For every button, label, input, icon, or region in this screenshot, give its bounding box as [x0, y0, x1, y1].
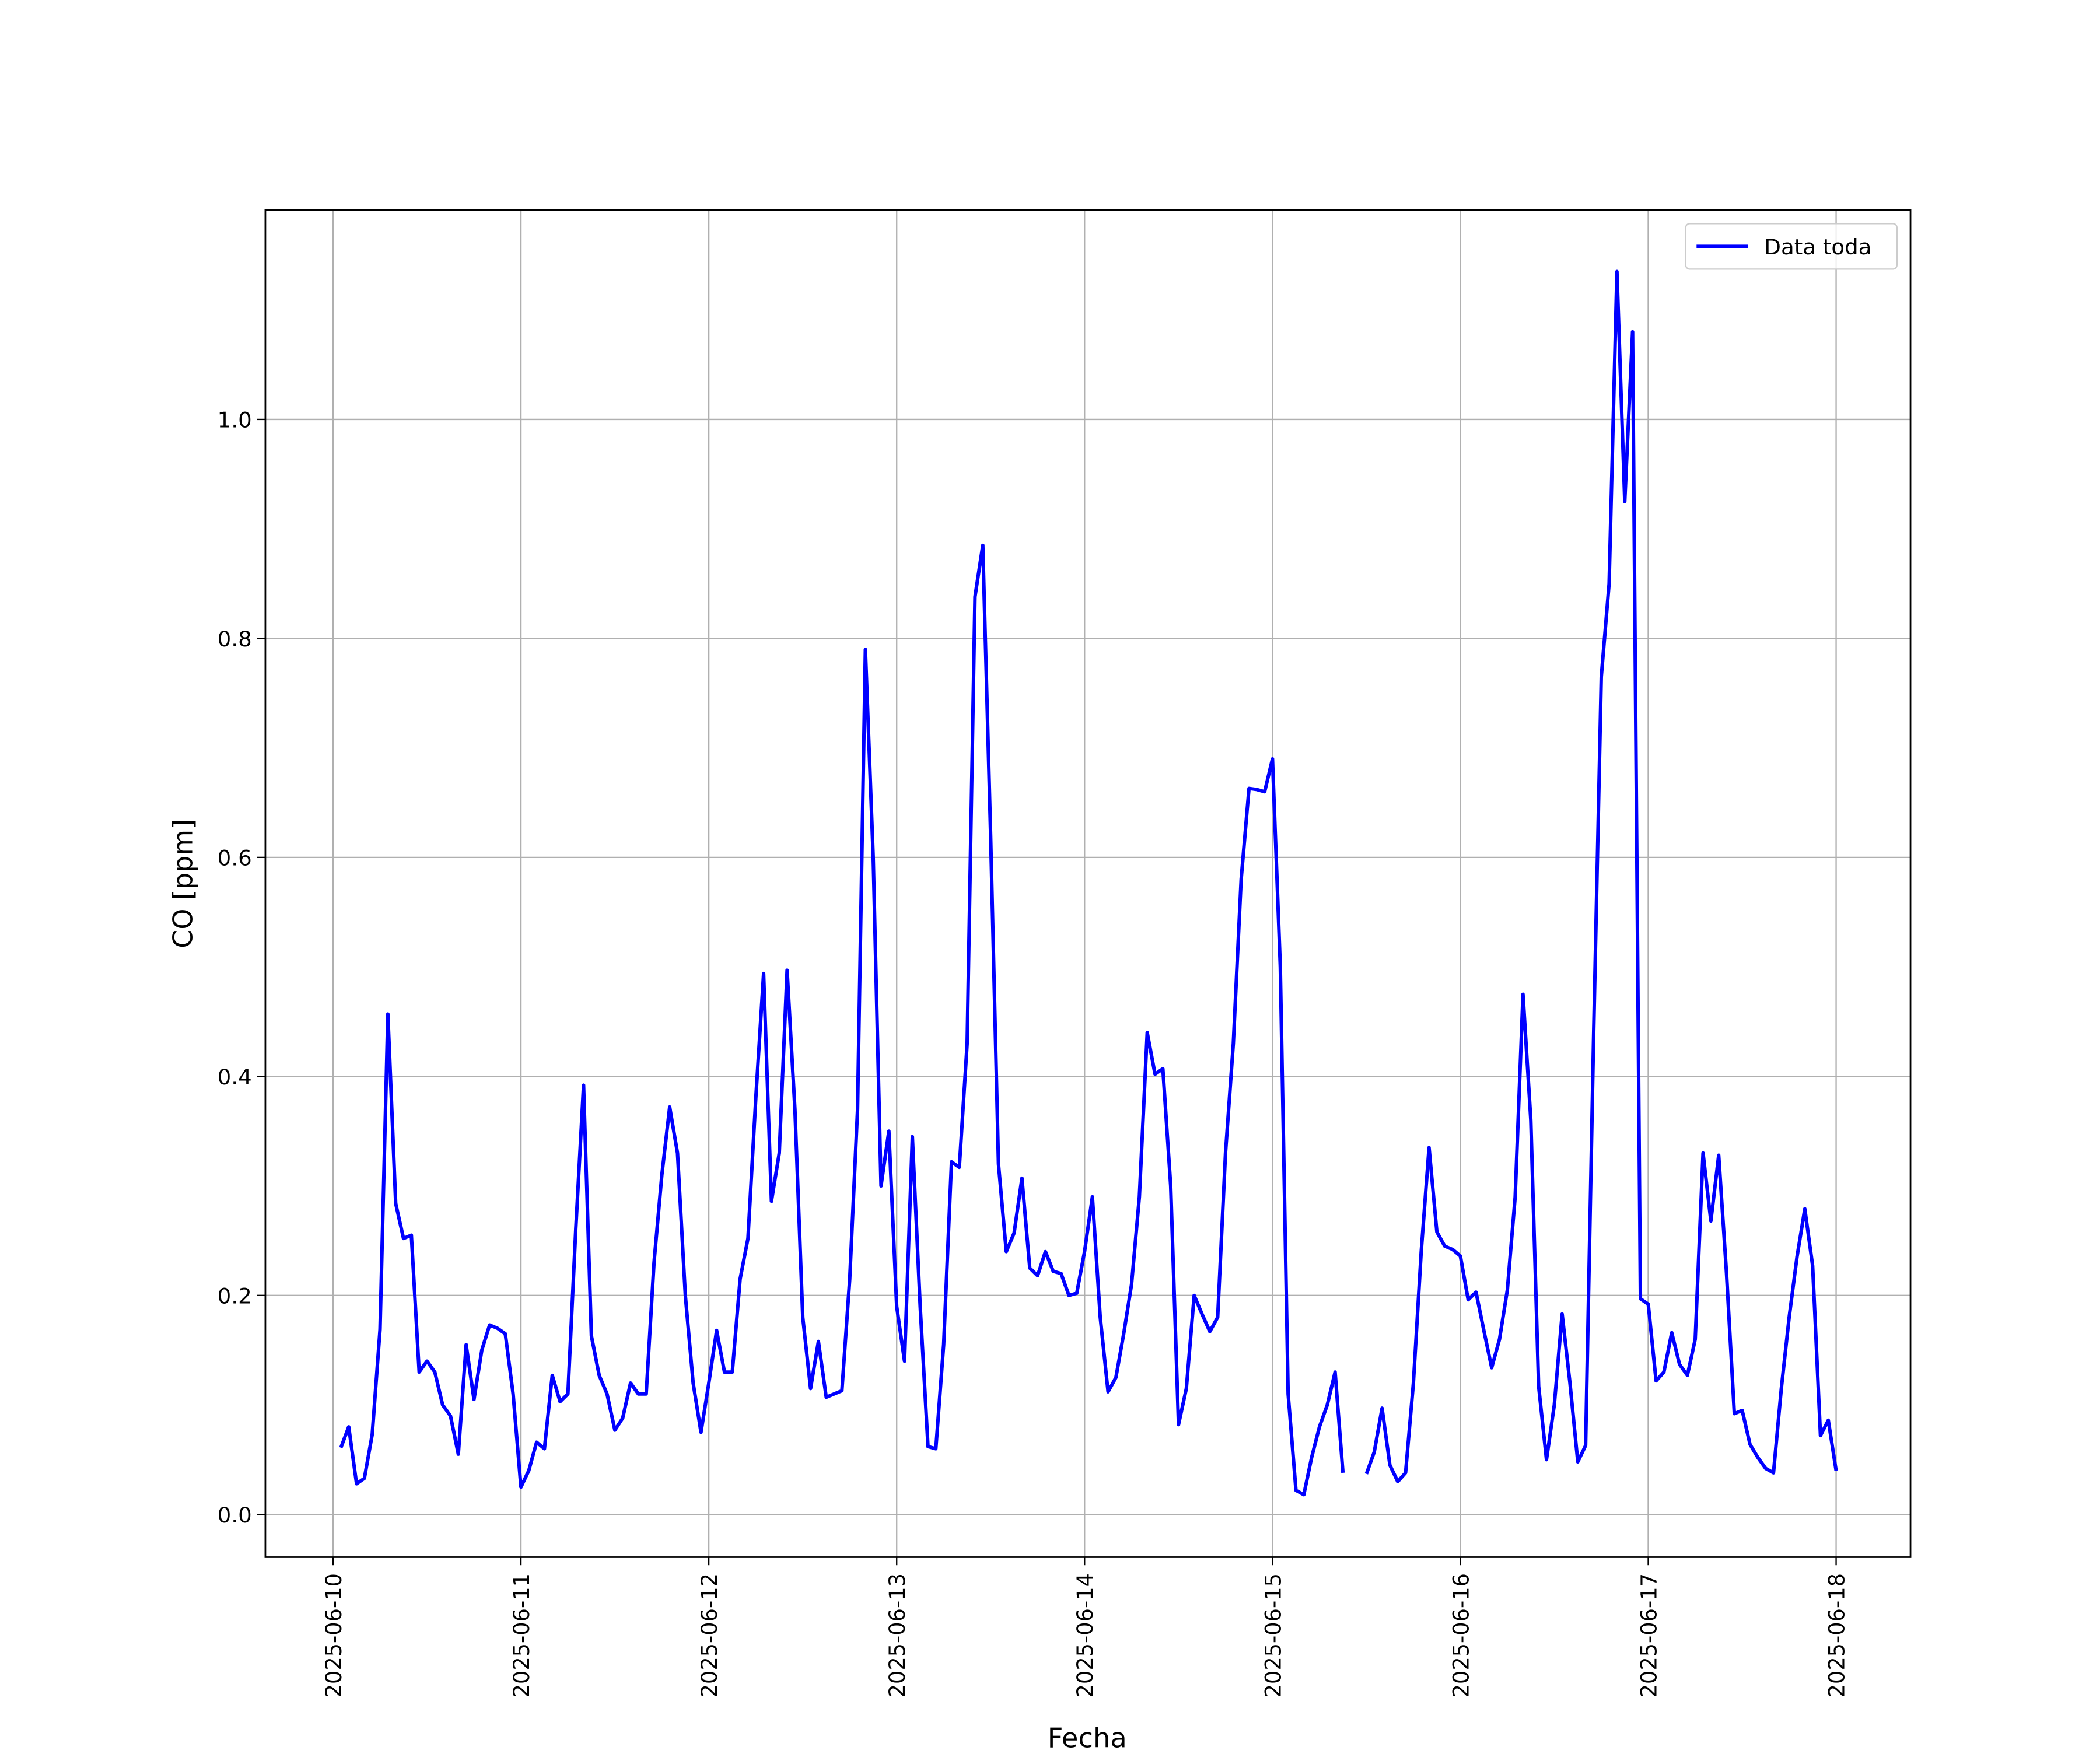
y-axis-label: CO [ppm]	[167, 819, 198, 949]
y-tick-label: 1.0	[218, 408, 252, 433]
y-tick-label: 0.4	[218, 1065, 252, 1090]
line-series	[1364, 270, 1838, 1483]
y-tick-label: 0.0	[218, 1503, 252, 1528]
x-tick-label: 2025-06-17	[1636, 1573, 1661, 1698]
x-tick-label: 2025-06-15	[1261, 1573, 1286, 1698]
x-axis-label: Fecha	[1048, 1723, 1127, 1750]
axes-frame	[264, 209, 1912, 1558]
x-tick-label: 2025-06-11	[509, 1573, 534, 1698]
x-tick-label: 2025-06-10	[321, 1573, 346, 1698]
x-tick-label: 2025-06-16	[1448, 1573, 1474, 1698]
legend-box	[1685, 223, 1898, 270]
legend-label: Data toda	[1764, 235, 1871, 260]
y-tick-label: 0.8	[218, 626, 252, 652]
line-series	[339, 543, 1345, 1497]
y-tick-label: 0.2	[218, 1284, 252, 1309]
ticks: 0.0 0.2 0.4 0.6 0.8 1.0 2025-06-10 2025-06-11 20…	[218, 408, 1850, 1698]
grid	[265, 210, 1911, 1558]
x-tick-label: 2025-06-14	[1073, 1573, 1098, 1698]
x-tick-label: 2025-06-12	[697, 1573, 722, 1698]
x-tick-label: 2025-06-18	[1824, 1573, 1849, 1698]
y-tick-label: 0.6	[218, 846, 252, 871]
x-tick-label: 2025-06-13	[885, 1573, 910, 1698]
plot	[339, 270, 1838, 1497]
legend: Data toda	[1685, 223, 1898, 270]
